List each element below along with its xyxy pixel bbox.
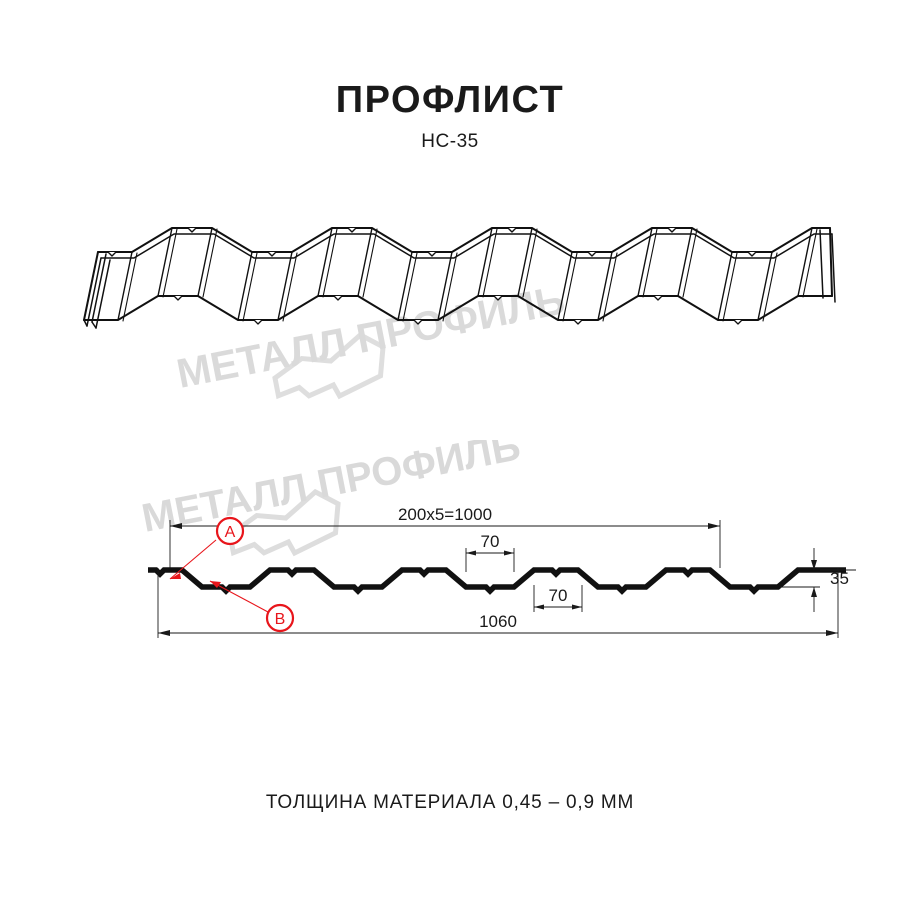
dimension-label-valley-width: 70 — [549, 586, 568, 605]
product-model-label: НС-35 — [421, 131, 479, 152]
brand-logo-mark — [272, 331, 386, 400]
sheet-right-cap-b — [831, 233, 836, 303]
dimension-overall-width — [157, 568, 839, 638]
brand-logo-mark-section — [227, 488, 341, 557]
callout-a-leader — [169, 539, 217, 580]
sheet-left-cap-e — [83, 319, 88, 327]
page-title: ПРОФЛИСТ — [335, 79, 565, 121]
header: ПРОФЛИСТ НС-35 — [0, 78, 900, 153]
sheet-fold-lines — [117, 227, 813, 321]
cross-section-view: МЕТАЛЛ ПРОФИЛЬ 200x5=1000 — [120, 440, 860, 670]
sheet-right-cap-c — [819, 229, 824, 299]
arrow-right-overall — [826, 630, 838, 636]
isometric-view-svg: МЕТАЛЛ ПРОФИЛЬ — [83, 227, 836, 400]
sheet-body — [83, 227, 836, 329]
dimension-label-pitch-total: 200x5=1000 — [398, 505, 492, 524]
sheet-left-cap-a — [83, 251, 99, 321]
callout-b-leader — [209, 580, 269, 613]
callout-a[interactable]: A — [169, 516, 245, 580]
cross-section-svg: МЕТАЛЛ ПРОФИЛЬ 200x5=1000 — [138, 440, 856, 638]
arrow-right-pitch — [708, 523, 720, 529]
sheet-left-cap-d — [95, 259, 111, 329]
arrow-left-pitch — [170, 523, 182, 529]
dimension-crest-width — [465, 548, 515, 572]
sheet-right-cap-a — [829, 227, 833, 297]
callout-a-circle — [215, 516, 245, 546]
dimension-valley-width — [533, 585, 583, 612]
sheet-left-cap-f — [91, 321, 97, 329]
arrow-bottom-height — [811, 587, 817, 597]
callout-b-label: B — [275, 611, 286, 628]
sheet-far-edge-thickness — [100, 233, 833, 259]
footer: ТОЛЩИНА МАТЕРИАЛА 0,45 – 0,9 ММ — [0, 792, 900, 814]
arrow-right-crest — [504, 550, 514, 556]
arrow-left-valley — [534, 604, 544, 610]
dimension-label-overall-width: 1060 — [479, 612, 517, 631]
dimension-pitch-total — [169, 520, 721, 568]
stiffener-notches-near — [173, 295, 743, 325]
sheet-far-edge — [97, 227, 831, 253]
material-thickness-label: ТОЛЩИНА МАТЕРИАЛА 0,45 – 0,9 ММ — [265, 792, 635, 813]
callout-b-arrow — [210, 581, 221, 588]
profile-outline — [148, 567, 846, 595]
sheet-near-edge — [83, 295, 833, 321]
arrow-left-overall — [158, 630, 170, 636]
arrow-left-crest — [466, 550, 476, 556]
sheet-fold-lines-thickness — [122, 228, 818, 322]
dimension-label-profile-height: 35 — [830, 569, 849, 588]
callout-b-circle — [265, 603, 295, 633]
callout-a-label: A — [225, 524, 236, 541]
arrow-top-height — [811, 560, 817, 570]
stiffener-notches-bottom — [107, 251, 757, 257]
dimension-label-crest-width: 70 — [481, 532, 500, 551]
isometric-view: МЕТАЛЛ ПРОФИЛЬ — [60, 210, 860, 420]
profile-polyline — [148, 567, 846, 595]
dimension-profile-height — [780, 548, 856, 612]
watermark-section: МЕТАЛЛ ПРОФИЛЬ — [138, 440, 524, 557]
arrow-right-valley — [572, 604, 582, 610]
sheet-left-cap-c — [91, 253, 107, 323]
callout-a-arrow — [170, 573, 181, 579]
callout-b[interactable]: B — [209, 580, 295, 633]
sheet-left-cap-b — [86, 257, 102, 327]
stiffener-notches-top — [187, 227, 677, 233]
